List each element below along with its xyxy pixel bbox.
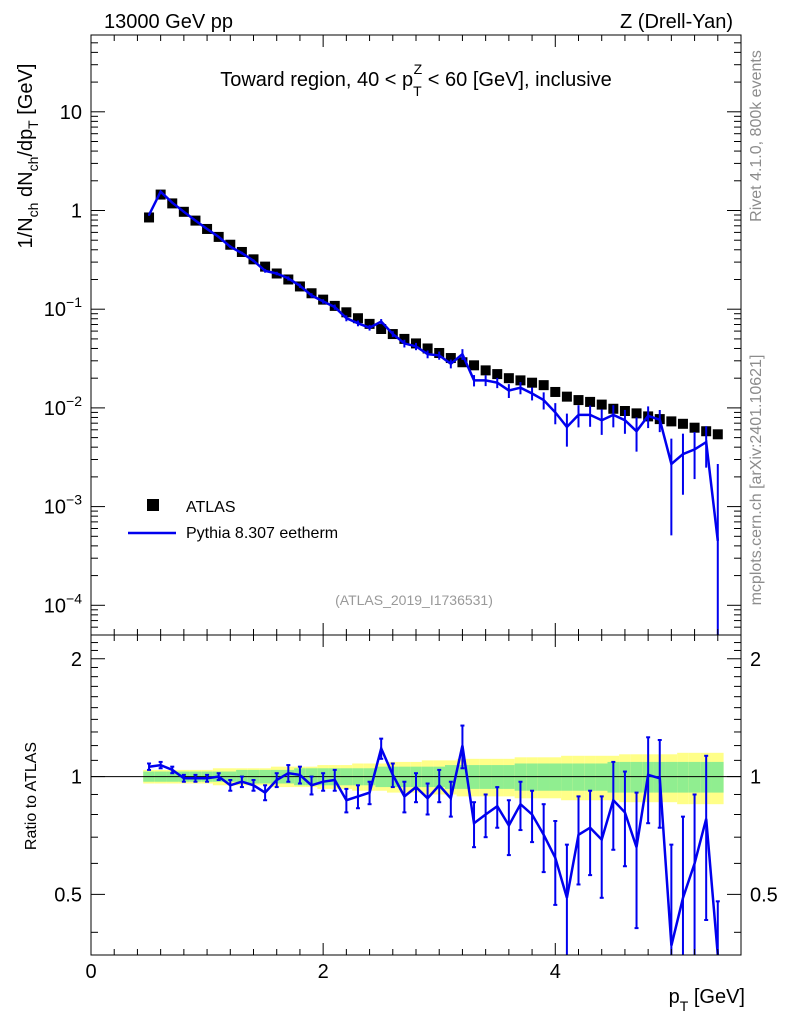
- atlas-point-29: [480, 365, 491, 376]
- atlas-point-45: [666, 416, 677, 427]
- ylabel-part-3: /dp: [15, 129, 37, 157]
- xlabel-part-1: p: [669, 986, 680, 1008]
- header-process: Z (Drell-Yan): [620, 11, 733, 33]
- atlas-point-7: [225, 239, 236, 250]
- ylabel-sub-ch-2: ch: [25, 157, 41, 172]
- ratio-tick-label-right-2: 0.5: [750, 884, 778, 906]
- xlabel-part-2: [GeV]: [688, 986, 745, 1008]
- band-stat-35: [549, 763, 562, 791]
- ratio-tick-label-left-1: 1: [71, 767, 82, 789]
- band-stat-46: [677, 761, 689, 793]
- y-tick-label-2: 10−1: [44, 294, 82, 321]
- xlabel-sub-T: T: [680, 998, 689, 1014]
- x-tick-label-0: 0: [85, 961, 96, 983]
- title-sub-T: T: [413, 83, 422, 99]
- atlas-point-19: [364, 318, 375, 329]
- atlas-point-26: [445, 353, 456, 364]
- x-axis-label: pT [GeV]: [669, 986, 745, 1014]
- header-energy: 13000 GeV pp: [104, 11, 233, 33]
- atlas-point-0: [144, 212, 155, 223]
- atlas-point-17: [341, 307, 352, 318]
- band-stat-49: [711, 761, 724, 793]
- atlas-point-49: [712, 429, 723, 440]
- ylabel-part-1: 1/N: [15, 217, 37, 248]
- atlas-point-39: [596, 399, 607, 410]
- y-tick-label-1: 1: [71, 200, 82, 222]
- ratio-tick-label-left-2: 0.5: [54, 884, 82, 906]
- atlas-point-27: [457, 357, 468, 368]
- ratio-tick-label-right-0: 2: [750, 649, 761, 671]
- atlas-point-36: [561, 391, 572, 402]
- ylabel-sub-T: T: [25, 120, 41, 129]
- band-stat-36: [561, 763, 573, 791]
- atlas-point-20: [376, 324, 387, 335]
- main-frame: [90, 34, 742, 636]
- side-label-rivet: Rivet 4.1.0, 800k events: [748, 50, 765, 222]
- band-stat-42: [630, 761, 643, 793]
- band-stat-38: [584, 763, 596, 791]
- main-data-layer: [144, 189, 723, 440]
- x-tick-label-2: 2: [318, 961, 329, 983]
- band-stat-34: [537, 763, 550, 791]
- y-tick-label-4: 10−3: [44, 492, 82, 519]
- atlas-point-34: [538, 380, 549, 391]
- ratio-tick-label-left-0: 2: [71, 649, 82, 671]
- mc-line: [147, 189, 720, 541]
- band-stat-32: [514, 763, 527, 791]
- side-label-source: mcplots.cern.ch [arXiv:2401.10621]: [748, 355, 765, 606]
- atlas-point-24: [422, 343, 433, 354]
- ratio-tick-label-right-1: 1: [750, 767, 761, 789]
- atlas-point-47: [689, 422, 700, 433]
- y-tick-label-3: 10−2: [44, 393, 82, 420]
- ylabel-part-2: dN: [15, 171, 37, 202]
- atlas-point-38: [585, 396, 596, 407]
- band-stat-39: [595, 763, 608, 791]
- legend-mc-label: Pythia 8.307 eetherm: [186, 525, 338, 542]
- y-axis-label: 1/Nch dNch/dpT [GeV]: [15, 64, 41, 249]
- atlas-point-1: [155, 189, 166, 200]
- band-stat-33: [526, 763, 538, 791]
- atlas-point-18: [352, 313, 363, 324]
- title-part-1: Toward region, 40 < p: [220, 69, 413, 91]
- atlas-point-10: [260, 261, 271, 272]
- title-sup-Z: Z: [414, 61, 423, 77]
- atlas-point-31: [503, 373, 514, 384]
- legend-atlas-label: ATLAS: [186, 499, 236, 516]
- chart-title: Toward region, 40 < pTZ < 60 [GeV], incl…: [220, 61, 612, 99]
- y-tick-label-0: 10: [60, 102, 82, 124]
- atlas-point-37: [573, 395, 584, 406]
- legend-atlas-marker: [147, 499, 159, 511]
- band-stat-37: [572, 763, 585, 791]
- ylabel-part-4: [GeV]: [15, 64, 37, 121]
- ylabel-sub-ch-1: ch: [25, 203, 41, 218]
- atlas-point-46: [677, 418, 688, 429]
- ratio-mc-layer: [147, 724, 720, 956]
- atlas-point-32: [515, 375, 526, 386]
- atlas-point-35: [550, 386, 561, 397]
- atlas-point-22: [399, 333, 410, 344]
- ratio-y-axis-label: Ratio to ATLAS: [23, 742, 40, 850]
- atlas-point-33: [527, 377, 538, 388]
- ratio-mc-line: [148, 744, 720, 956]
- atlas-point-42: [631, 408, 642, 419]
- y-tick-label-5: 10−4: [44, 590, 82, 617]
- axes-layer: 0 2 4 10 1 10−1 10−2 10−3 10−4 2 2 1 1 0.5 0.5: [44, 34, 778, 983]
- title-part-2: < 60 [GeV], inclusive: [422, 69, 612, 91]
- band-stat-45: [665, 761, 678, 793]
- analysis-watermark: (ATLAS_2019_I1736531): [335, 592, 493, 608]
- x-tick-label-4: 4: [550, 961, 561, 983]
- atlas-point-30: [492, 369, 503, 380]
- main-mc-layer: [147, 189, 720, 635]
- atlas-point-28: [469, 360, 480, 371]
- band-stat-47: [688, 761, 701, 793]
